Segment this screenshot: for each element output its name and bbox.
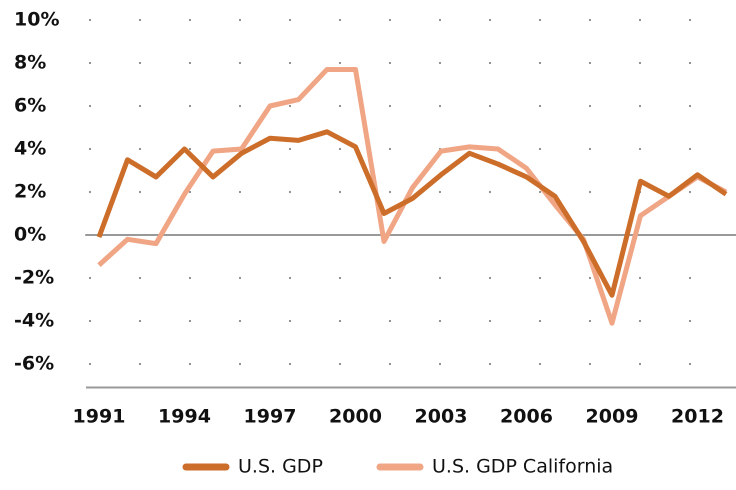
- x-tick-label: 1991: [73, 406, 126, 428]
- y-tick-label: 6%: [14, 95, 46, 117]
- legend-label: U.S. GDP: [238, 456, 323, 478]
- y-tick-label: -4%: [14, 310, 54, 332]
- y-tick-label: 4%: [14, 138, 46, 160]
- y-tick-label: 8%: [14, 52, 46, 74]
- x-tick-label: 2009: [586, 406, 639, 428]
- y-tick-label: 2%: [14, 181, 46, 203]
- y-tick-label: -2%: [14, 267, 54, 289]
- y-tick-label: 0%: [14, 224, 46, 246]
- y-tick-label: 10%: [14, 9, 59, 31]
- series-line: [96, 129, 728, 298]
- x-tick-label: 1997: [244, 406, 297, 428]
- x-tick-label: 2000: [329, 406, 382, 428]
- legend-label: U.S. GDP California: [432, 456, 613, 478]
- x-tick-label: 2006: [500, 406, 553, 428]
- x-tick-label: 2003: [415, 406, 468, 428]
- x-tick-label: 2012: [671, 406, 724, 428]
- y-tick-label: -6%: [14, 353, 54, 375]
- x-tick-label: 1994: [158, 406, 211, 428]
